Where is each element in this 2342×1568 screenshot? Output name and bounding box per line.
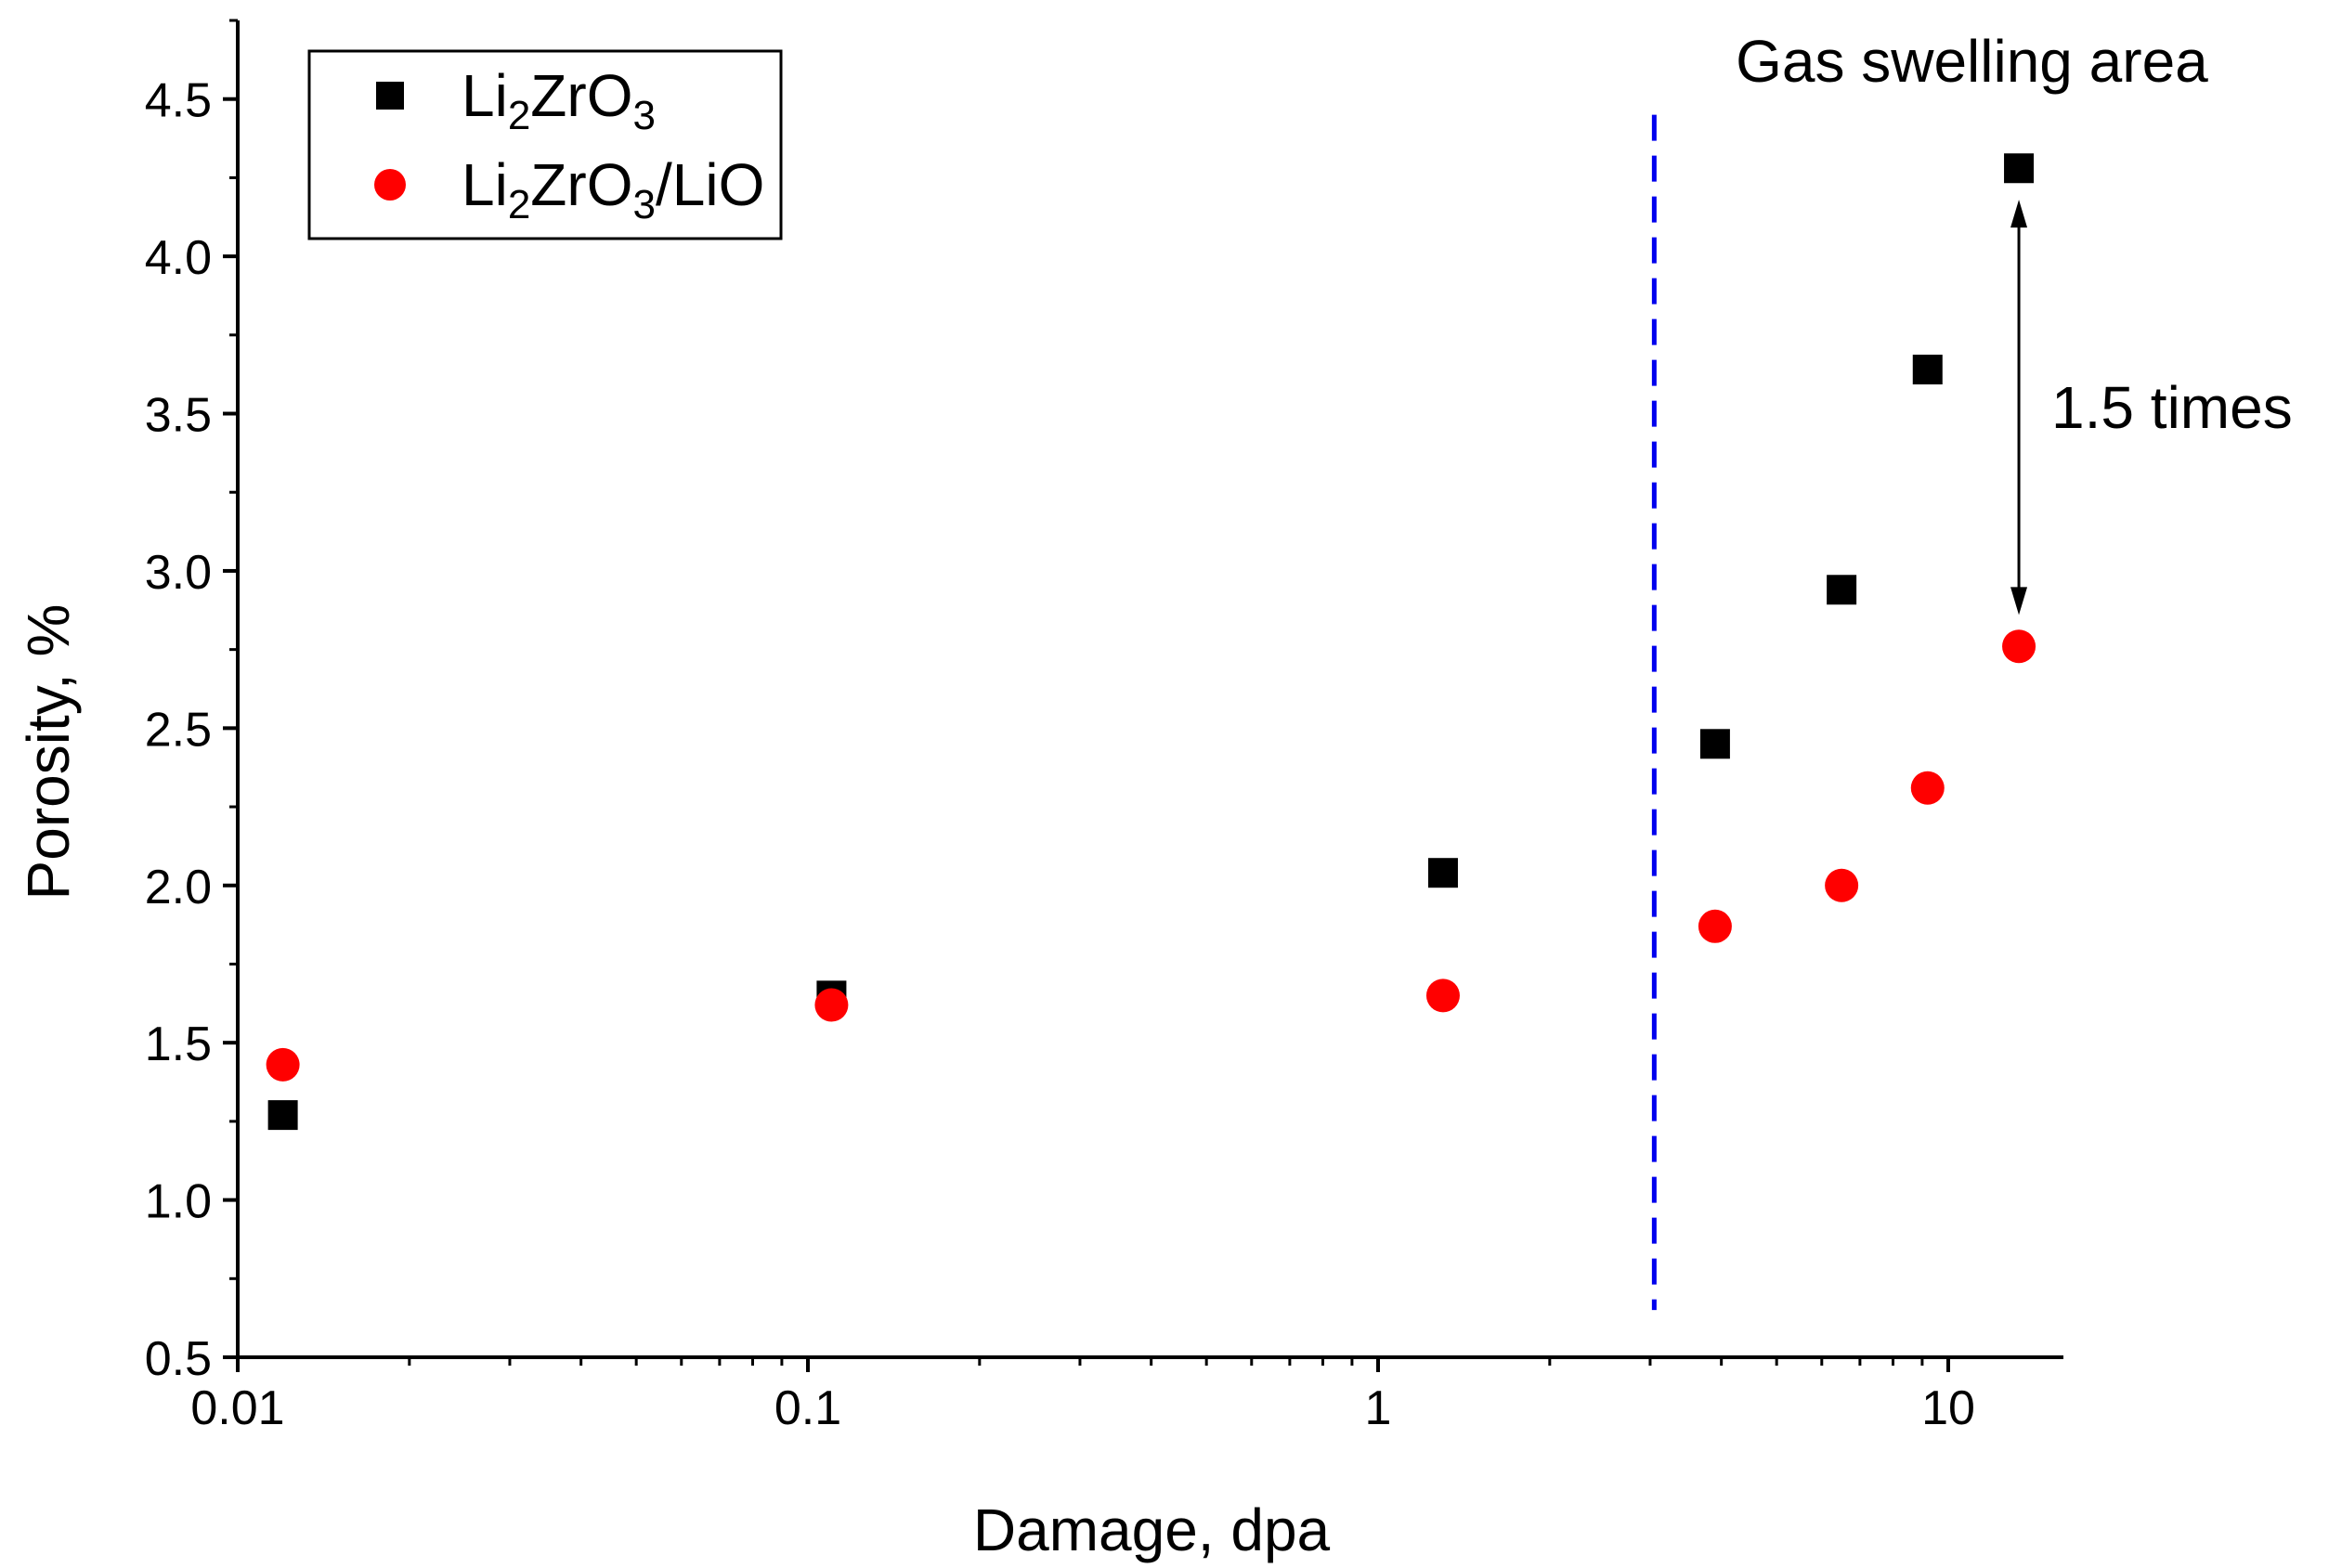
point-li2zro3-lio bbox=[1910, 771, 1945, 805]
y-tick-label: 0.5 bbox=[145, 1332, 212, 1386]
legend-label-part: Li bbox=[462, 62, 508, 129]
gas-swelling-label: Gas swelling area bbox=[1736, 28, 2208, 95]
y-axis-ticks: 0.5 1.0 1.5 2.0 2.5 3.0 3.5 4.0 4.5 bbox=[145, 19, 238, 1386]
point-li2zro3-lio bbox=[1698, 909, 1732, 943]
y-tick-label: 4.0 bbox=[145, 231, 212, 285]
ratio-arrow-head-up bbox=[2010, 200, 2028, 228]
point-li2zro3 bbox=[2004, 153, 2035, 184]
x-tick-label: 0.1 bbox=[774, 1381, 841, 1435]
point-li2zro3 bbox=[1699, 729, 1730, 759]
legend-label-subscript: 3 bbox=[632, 93, 655, 138]
point-li2zro3 bbox=[1912, 355, 1943, 385]
ratio-label: 1.5 times bbox=[2051, 374, 2293, 441]
annotations: Gas swelling area 1.5 times bbox=[1736, 28, 2293, 616]
legend-label-subscript: 2 bbox=[508, 182, 530, 227]
legend-marker-square bbox=[376, 82, 404, 110]
legend-label-part: ZrO bbox=[530, 151, 632, 218]
point-li2zro3 bbox=[1427, 858, 1458, 888]
legend-label-part: /LiO bbox=[656, 151, 764, 218]
point-li2zro3 bbox=[267, 1100, 298, 1131]
legend-marker-circle bbox=[374, 169, 406, 201]
ratio-arrow-head-down bbox=[2010, 587, 2028, 616]
y-tick-label: 3.0 bbox=[145, 546, 212, 600]
y-tick-label: 4.5 bbox=[145, 74, 212, 128]
legend-label-subscript: 3 bbox=[632, 182, 655, 227]
legend-label: Li2ZrO3/LiO bbox=[462, 151, 764, 227]
point-li2zro3-lio bbox=[1425, 978, 1460, 1013]
point-li2zro3-lio bbox=[814, 988, 849, 1022]
y-tick-label: 1.5 bbox=[145, 1017, 212, 1071]
point-li2zro3-lio bbox=[2002, 629, 2036, 664]
y-tick-label: 2.0 bbox=[145, 861, 212, 914]
data-points bbox=[266, 153, 2036, 1131]
x-tick-label: 10 bbox=[1921, 1381, 1975, 1435]
point-li2zro3 bbox=[1827, 575, 1857, 605]
point-li2zro3-lio bbox=[1825, 868, 1859, 902]
x-axis-ticks: 0.01 0.1 1 10 bbox=[190, 1357, 1975, 1435]
legend-label-subscript: 2 bbox=[508, 93, 530, 138]
legend-label-part: Li bbox=[462, 151, 508, 218]
point-li2zro3-lio bbox=[266, 1047, 300, 1082]
x-tick-label: 0.01 bbox=[190, 1381, 284, 1435]
y-tick-label: 1.0 bbox=[145, 1175, 212, 1229]
legend-label: Li2ZrO3 bbox=[462, 62, 656, 138]
y-axis-title: Porosity, % bbox=[15, 604, 82, 901]
x-axis-title: Damage, dpa bbox=[973, 1497, 1331, 1563]
legend-label-part: ZrO bbox=[530, 62, 632, 129]
y-tick-label: 3.5 bbox=[145, 389, 212, 443]
x-tick-label: 1 bbox=[1365, 1381, 1392, 1435]
y-tick-label: 2.5 bbox=[145, 703, 212, 757]
